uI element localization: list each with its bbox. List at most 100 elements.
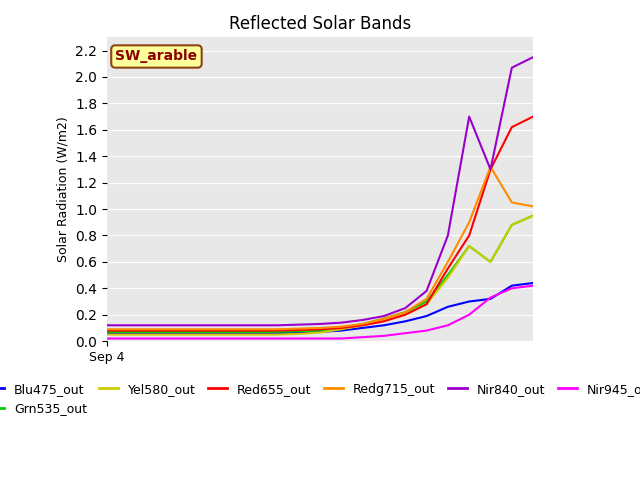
Yel580_out xyxy=(273,332,281,337)
Blu475_out xyxy=(423,313,431,319)
Grn535_out xyxy=(444,272,452,278)
Nir945_out xyxy=(316,336,324,341)
Nir945_out xyxy=(231,336,239,341)
Redg715_out xyxy=(380,316,388,322)
Nir840_out xyxy=(124,323,132,328)
Nir945_out xyxy=(529,283,537,288)
Nir840_out xyxy=(252,323,260,328)
Grn535_out xyxy=(337,325,345,331)
Redg715_out xyxy=(337,324,345,329)
Nir945_out xyxy=(508,286,516,291)
Redg715_out xyxy=(465,219,473,225)
Redg715_out xyxy=(124,326,132,332)
Legend: Blu475_out, Grn535_out, Yel580_out, Red655_out, Redg715_out, Nir840_out, Nir945_: Blu475_out, Grn535_out, Yel580_out, Red6… xyxy=(0,378,640,420)
Blu475_out xyxy=(401,318,409,324)
Red655_out xyxy=(188,328,196,334)
Blu475_out xyxy=(188,330,196,336)
Nir840_out xyxy=(529,54,537,60)
Nir840_out xyxy=(508,65,516,71)
Line: Grn535_out: Grn535_out xyxy=(107,216,533,332)
Line: Red655_out: Red655_out xyxy=(107,117,533,331)
Grn535_out xyxy=(423,299,431,304)
Yel580_out xyxy=(529,213,537,218)
Title: Reflected Solar Bands: Reflected Solar Bands xyxy=(229,15,411,33)
Redg715_out xyxy=(423,296,431,302)
Blu475_out xyxy=(209,330,217,336)
Line: Blu475_out: Blu475_out xyxy=(107,283,533,333)
Blu475_out xyxy=(273,330,281,336)
Redg715_out xyxy=(252,326,260,332)
Grn535_out xyxy=(167,329,175,335)
Line: Nir840_out: Nir840_out xyxy=(107,57,533,325)
Yel580_out xyxy=(401,312,409,318)
Redg715_out xyxy=(486,164,494,169)
Nir945_out xyxy=(423,328,431,334)
Nir945_out xyxy=(486,295,494,300)
Red655_out xyxy=(359,323,367,328)
Line: Nir945_out: Nir945_out xyxy=(107,286,533,338)
Grn535_out xyxy=(465,243,473,249)
Red655_out xyxy=(316,326,324,332)
Redg715_out xyxy=(508,200,516,205)
Grn535_out xyxy=(209,329,217,335)
Nir945_out xyxy=(209,336,217,341)
Grn535_out xyxy=(252,329,260,335)
Nir945_out xyxy=(359,334,367,340)
Blu475_out xyxy=(252,330,260,336)
Y-axis label: Solar Radiation (W/m2): Solar Radiation (W/m2) xyxy=(56,116,70,262)
Nir945_out xyxy=(444,323,452,328)
Grn535_out xyxy=(380,316,388,322)
Blu475_out xyxy=(295,330,303,336)
Yel580_out xyxy=(359,323,367,328)
Blu475_out xyxy=(124,330,132,336)
Blu475_out xyxy=(444,304,452,310)
Grn535_out xyxy=(295,328,303,334)
Grn535_out xyxy=(359,321,367,327)
Nir945_out xyxy=(337,336,345,341)
Blu475_out xyxy=(316,329,324,335)
Grn535_out xyxy=(486,259,494,265)
Grn535_out xyxy=(273,329,281,335)
Nir945_out xyxy=(188,336,196,341)
Yel580_out xyxy=(423,301,431,307)
Red655_out xyxy=(337,325,345,331)
Grn535_out xyxy=(188,329,196,335)
Red655_out xyxy=(252,328,260,334)
Blu475_out xyxy=(231,330,239,336)
Nir840_out xyxy=(359,317,367,323)
Blu475_out xyxy=(486,296,494,302)
Red655_out xyxy=(380,318,388,324)
Red655_out xyxy=(465,233,473,239)
Yel580_out xyxy=(252,332,260,337)
Red655_out xyxy=(167,328,175,334)
Yel580_out xyxy=(295,331,303,337)
Grn535_out xyxy=(508,222,516,228)
Nir945_out xyxy=(146,336,154,341)
Line: Yel580_out: Yel580_out xyxy=(107,216,533,335)
Yel580_out xyxy=(146,332,154,337)
Grn535_out xyxy=(529,213,537,218)
Red655_out xyxy=(231,328,239,334)
Yel580_out xyxy=(167,332,175,337)
Red655_out xyxy=(401,312,409,318)
Blu475_out xyxy=(103,330,111,336)
Blu475_out xyxy=(337,328,345,334)
Red655_out xyxy=(444,265,452,271)
Yel580_out xyxy=(508,222,516,228)
Nir840_out xyxy=(231,323,239,328)
Red655_out xyxy=(295,327,303,333)
Nir840_out xyxy=(209,323,217,328)
Grn535_out xyxy=(401,309,409,315)
Nir945_out xyxy=(273,336,281,341)
Redg715_out xyxy=(359,321,367,327)
Nir840_out xyxy=(401,305,409,311)
Yel580_out xyxy=(465,243,473,249)
Nir945_out xyxy=(103,336,111,341)
Redg715_out xyxy=(316,325,324,331)
Nir945_out xyxy=(465,312,473,318)
Nir840_out xyxy=(273,323,281,328)
Red655_out xyxy=(209,328,217,334)
Red655_out xyxy=(508,124,516,130)
Line: Redg715_out: Redg715_out xyxy=(107,167,533,329)
Nir840_out xyxy=(444,233,452,239)
